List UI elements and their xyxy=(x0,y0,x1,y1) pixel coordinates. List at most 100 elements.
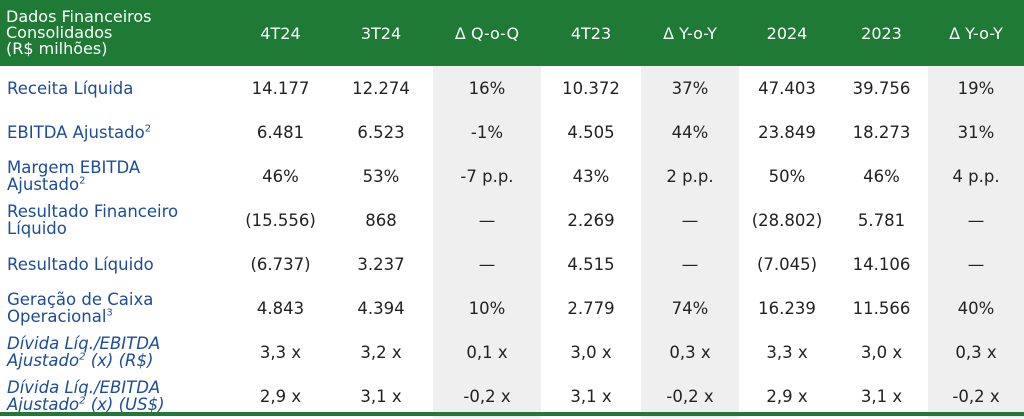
table-cell: — xyxy=(433,198,541,242)
row-label: Receita Líquida xyxy=(0,66,232,110)
table-cell: -0,2 x xyxy=(928,374,1024,418)
table-cell: 3,1 x xyxy=(570,386,612,406)
table-row: Resultado Financeiro Líquido (15.556) 868 — 2… xyxy=(0,198,1024,242)
table-cell: 37% xyxy=(641,66,739,110)
table-cell: 2 p.p. xyxy=(641,154,739,198)
table-cell: -0,2 x xyxy=(641,374,739,418)
table-cell: 0,3 x xyxy=(928,330,1024,374)
column-header: 2024 xyxy=(739,0,835,66)
table-cell: -1% xyxy=(433,110,541,154)
table-title-line3: (R$ milhões) xyxy=(6,39,108,58)
table-cell: 19% xyxy=(928,66,1024,110)
table-cell: 3,0 x xyxy=(860,342,903,362)
table-row: Resultado Líquido (6.737) 3.237 — 4.515 — (7.0… xyxy=(0,242,1024,286)
footnote-marker: 2 xyxy=(79,175,86,187)
row-label: Resultado Financeiro Líquido xyxy=(0,198,232,242)
table-cell: — xyxy=(641,198,739,242)
table-cell: (7.045) xyxy=(756,254,818,274)
row-label-text: (x) (R$) xyxy=(85,351,154,370)
column-header: 4T23 xyxy=(541,0,641,66)
table-cell: 0,1 x xyxy=(433,330,541,374)
row-label-text: Resultado Líquido xyxy=(7,254,154,274)
table-cell: 0,3 x xyxy=(641,330,739,374)
table-row: EBITDA Ajustado2 6.481 6.523 -1% 4.505 44% 23.… xyxy=(0,110,1024,154)
table-cell: 3,0 x xyxy=(570,342,612,362)
row-label: Dívida Líq./EBITDA Ajustado2 (x) (US$) xyxy=(0,374,232,418)
row-label: Geração de Caixa Operacional3 xyxy=(0,286,232,330)
row-label: Dívida Líq./EBITDA Ajustado2 (x) (R$) xyxy=(0,330,232,374)
table-cell: — xyxy=(433,242,541,286)
row-label-text: Resultado Financeiro xyxy=(7,202,179,221)
table-title: Dados Financeiros Consolidados (R$ milhõ… xyxy=(0,0,232,66)
table-cell: 16.239 xyxy=(758,298,816,318)
table-cell: 14.177 xyxy=(251,78,310,98)
table-cell: -0,2 x xyxy=(433,374,541,418)
table-cell: 39.756 xyxy=(852,78,911,98)
row-label-text: Operacional xyxy=(7,307,107,326)
footnote-marker: 2 xyxy=(144,123,152,134)
column-header: 2023 xyxy=(835,0,928,66)
table-title-line2: Consolidados xyxy=(6,23,113,42)
footnote-marker: 2 xyxy=(79,395,86,407)
table-cell: 4.515 xyxy=(567,254,615,274)
table-cell: 3,1 x xyxy=(360,386,402,406)
row-label-text: Líquido xyxy=(7,219,67,238)
table-cell: 10% xyxy=(433,286,541,330)
table-cell: 2.779 xyxy=(567,298,615,318)
table-cell: 31% xyxy=(928,110,1024,154)
table-cell: -7 p.p. xyxy=(433,154,541,198)
table-cell: 4 p.p. xyxy=(928,154,1024,198)
table-cell: 14.106 xyxy=(852,254,911,274)
table-cell: 3,3 x xyxy=(259,342,302,362)
table-cell: 11.566 xyxy=(852,298,911,318)
table-cell: 74% xyxy=(641,286,739,330)
row-label: Resultado Líquido xyxy=(0,242,232,286)
table-cell: 4.843 xyxy=(256,298,305,318)
row-label-text: Dívida Líq./EBITDA xyxy=(7,378,161,397)
table-cell: 18.273 xyxy=(852,122,911,142)
table-cell: — xyxy=(928,242,1024,286)
table-cell: 6.481 xyxy=(256,122,305,142)
table-cell: 10.372 xyxy=(562,78,620,98)
table-cell: 3.237 xyxy=(357,254,405,274)
table-cell: 2,9 x xyxy=(259,386,302,406)
table-cell: 40% xyxy=(928,286,1024,330)
table-cell: (28.802) xyxy=(751,210,823,230)
row-label-text: (x) (US$) xyxy=(85,395,165,414)
table-row: Dívida Líq./EBITDA Ajustado2 (x) (US$) 2,9… xyxy=(0,374,1024,418)
table-cell: 2,9 x xyxy=(766,386,808,406)
table-cell: 47.403 xyxy=(758,78,816,98)
row-label-text: Geração de Caixa xyxy=(7,290,154,309)
row-label-text: Margem EBITDA xyxy=(7,158,141,177)
table-cell: 3,3 x xyxy=(766,342,808,362)
table-row: Geração de Caixa Operacional3 4.843 4.394 10… xyxy=(0,286,1024,330)
table-cell: 50% xyxy=(768,166,806,186)
table-row: Dívida Líq./EBITDA Ajustado2 (x) (R$) 3,3 … xyxy=(0,330,1024,374)
column-header: Δ Q-o-Q xyxy=(433,0,541,66)
table-cell: 4.505 xyxy=(567,122,615,142)
table-cell: 23.849 xyxy=(758,122,816,142)
column-header: Δ Y-o-Y xyxy=(928,0,1024,66)
table-cell: 53% xyxy=(362,166,400,186)
table-row: Receita Líquida 14.177 12.274 16% 10.372 37% 4… xyxy=(0,66,1024,110)
row-label-text: Ajustado xyxy=(7,395,80,414)
table-cell: 43% xyxy=(572,166,610,186)
footnote-marker: 3 xyxy=(106,307,113,319)
row-label-text: EBITDA Ajustado xyxy=(7,122,145,142)
table-cell: 46% xyxy=(262,166,299,186)
table-row: Margem EBITDA Ajustado2 46% 53% -7 p.p. 43% 2 … xyxy=(0,154,1024,198)
table-cell: 16% xyxy=(433,66,541,110)
table-cell: — xyxy=(928,198,1024,242)
row-label: Margem EBITDA Ajustado2 xyxy=(0,154,232,198)
table-cell: 3,2 x xyxy=(360,342,402,362)
table-cell: 6.523 xyxy=(357,122,405,142)
table-cell: (6.737) xyxy=(250,254,311,274)
table-cell: 2.269 xyxy=(567,210,615,230)
table-cell: 46% xyxy=(863,166,900,186)
header-row: Dados Financeiros Consolidados (R$ milhõ… xyxy=(0,0,1024,66)
table-cell: 5.781 xyxy=(857,210,906,230)
table-title-line1: Dados Financeiros xyxy=(6,7,152,26)
table-cell: 3,1 x xyxy=(860,386,903,406)
row-label-text: Ajustado xyxy=(7,351,80,370)
